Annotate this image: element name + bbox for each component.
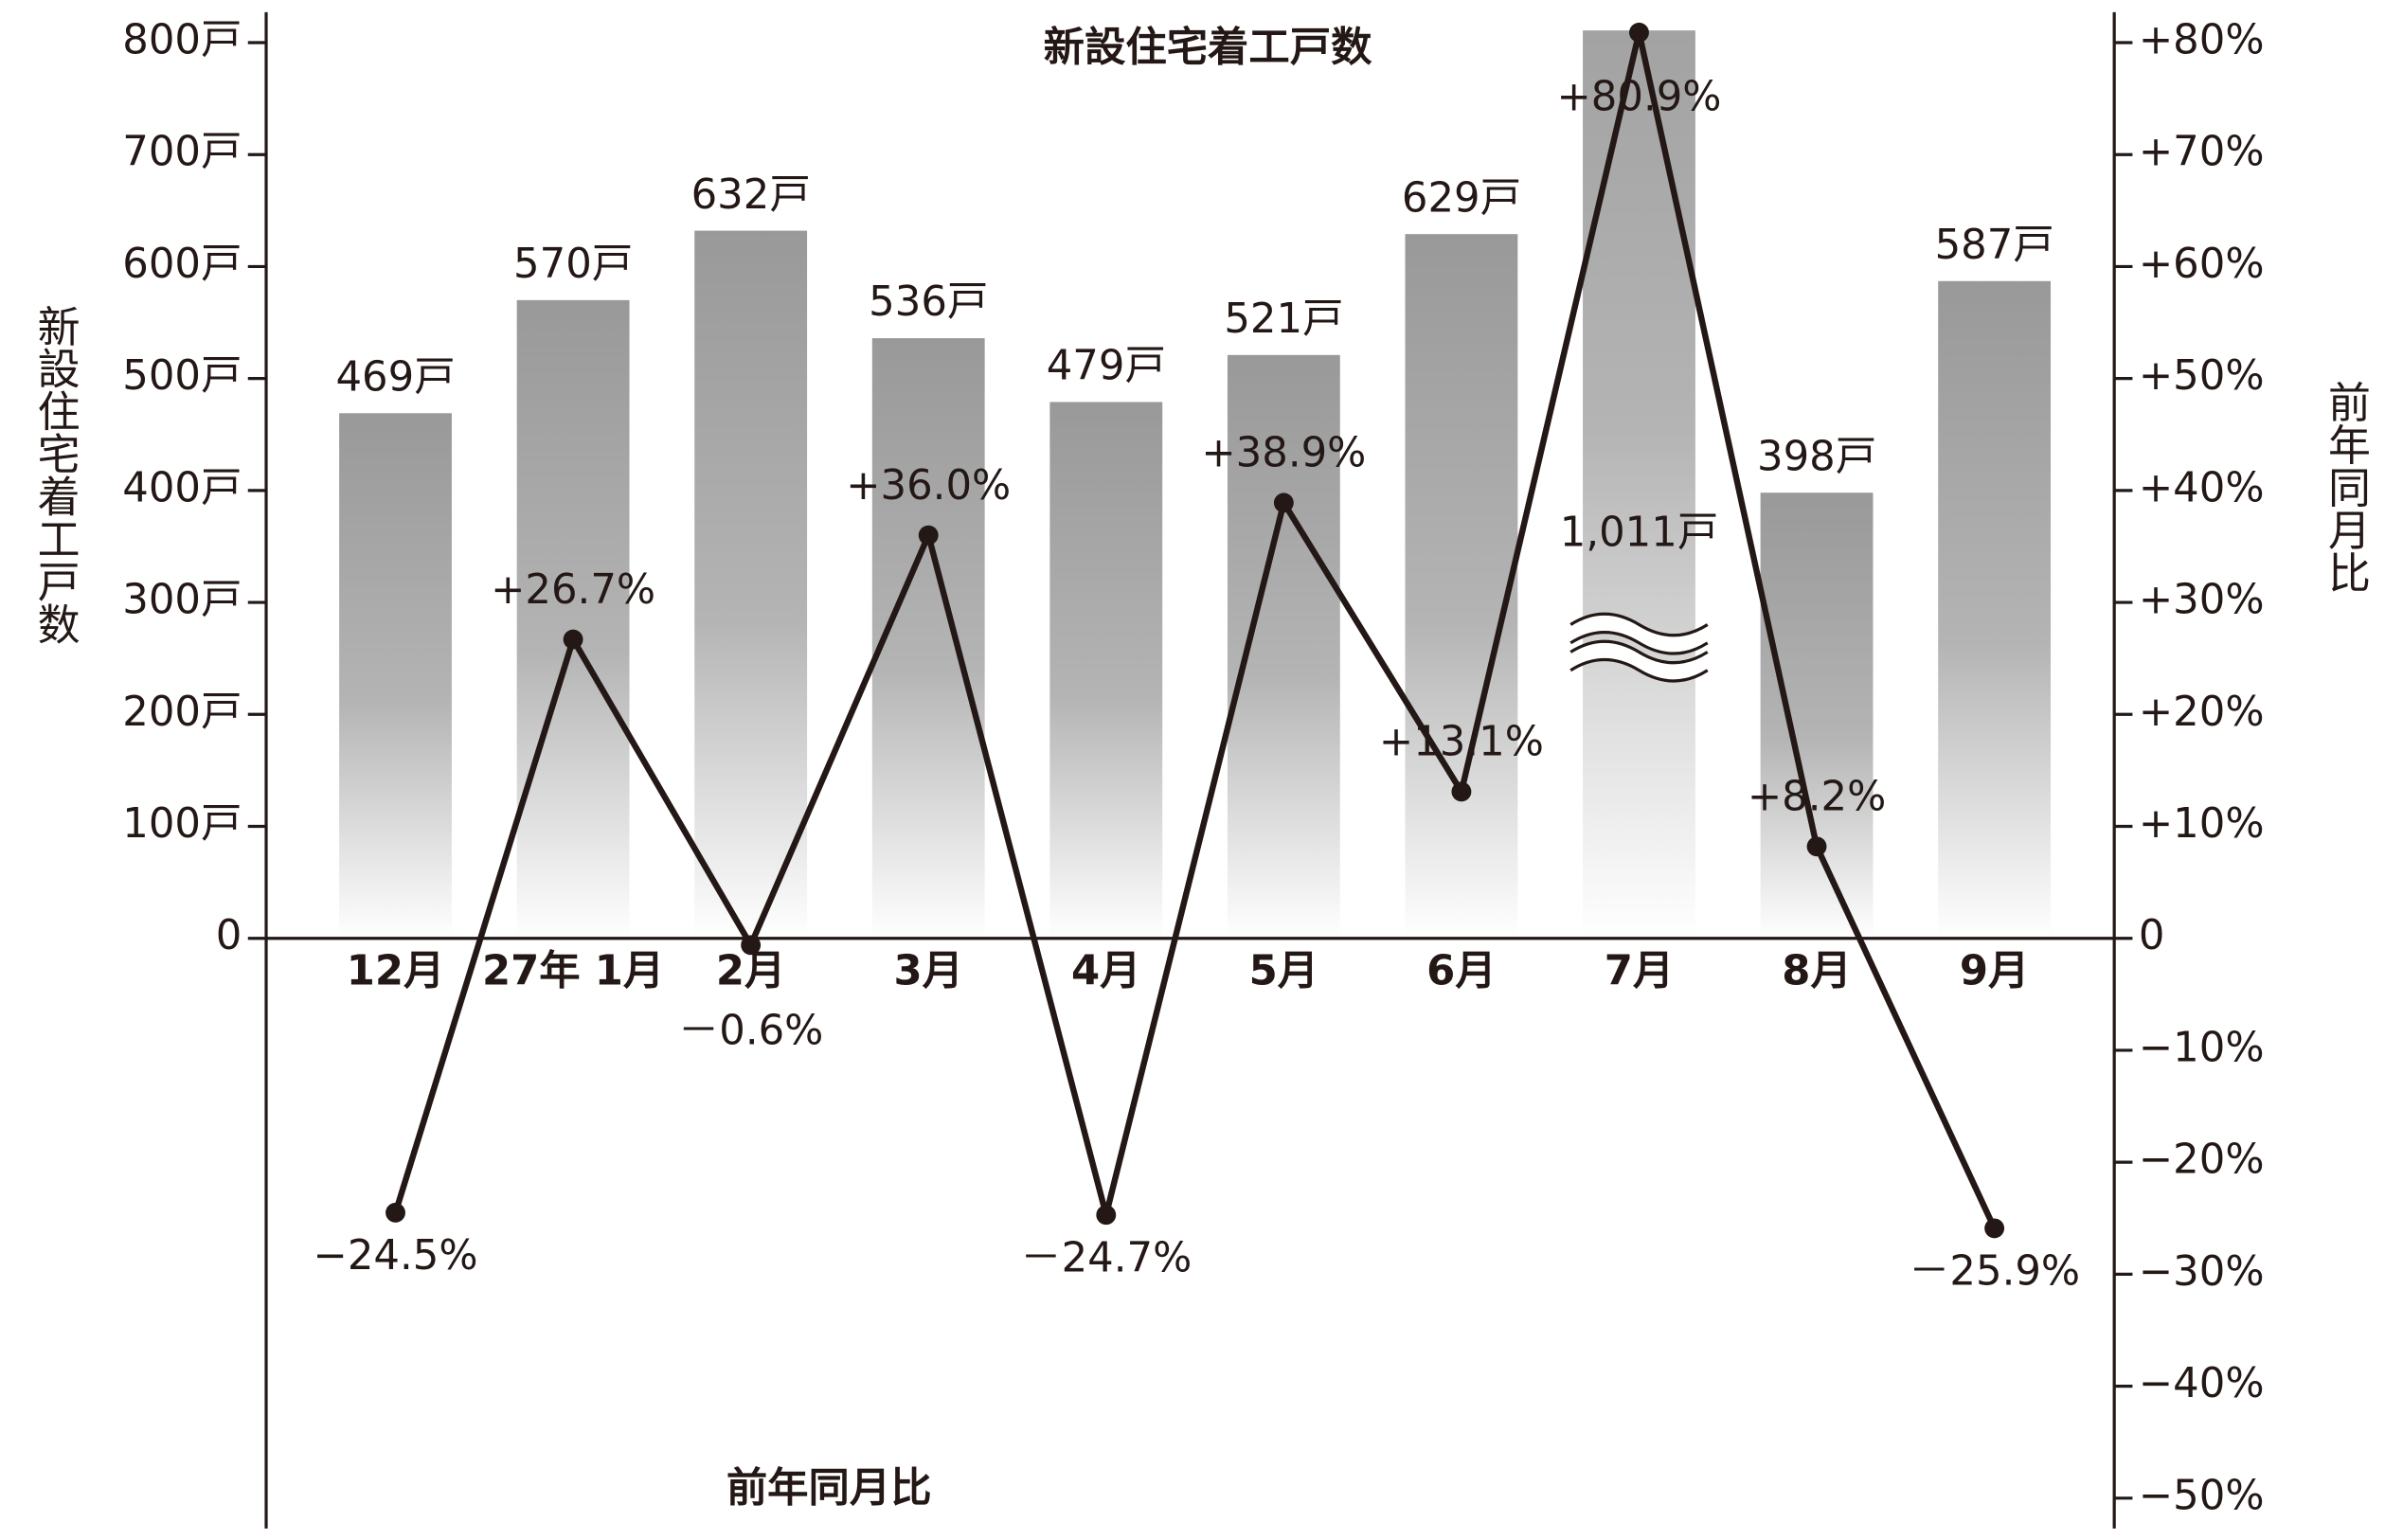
y2-tick-label: +40% [2139,464,2265,511]
axis-label: 新設住宅着工戸数 [30,304,81,645]
axis-label: 前年同月比 [2321,380,2371,593]
line-point [918,525,939,546]
y2-tick-label: −30% [2139,1248,2265,1296]
bar [871,338,985,939]
y2-tick-label: +70% [2139,129,2265,176]
y-tick-label: 500戸 [122,352,242,400]
y-tick-label: 0 [216,912,242,959]
axis-label-group: 前年同月比 [2321,380,2371,593]
axis-break [1566,642,1713,680]
y2-tick-label: −50% [2139,1472,2265,1519]
chart-title: 新設住宅着工戸数 [1044,25,1372,72]
bar-value-label: 632戸 [691,171,811,219]
bar [1583,30,1695,939]
y2-tick-label: −10% [2139,1024,2265,1071]
bars [339,30,2052,939]
bar [1049,402,1163,939]
line-point [563,629,583,650]
bar [1760,492,1874,939]
bar [339,413,452,939]
y-tick-label: 300戸 [122,577,242,624]
bar [1405,234,1518,939]
axis-break-line [1569,639,1709,683]
bar-value-label: 398戸 [1757,433,1876,480]
line-point [1984,1218,2005,1239]
bar [694,230,808,939]
line-point [1806,836,1827,857]
line-value-label: +8.2% [1748,774,1886,821]
line-point [386,1202,405,1223]
line [392,31,1998,1230]
x-tick-label: 4月 [1071,947,1141,994]
line-point [1629,22,1649,43]
line-value-label: －0.6% [678,1007,823,1054]
y2-tick-label: +60% [2139,241,2265,288]
line-point [1096,1205,1117,1226]
y-tick-label: 100戸 [122,800,242,848]
y-tick-label: 400戸 [122,464,242,511]
bar-value-label: 587戸 [1935,222,2054,269]
line-point [1273,492,1294,513]
line-point [1451,781,1472,802]
x-tick-label: 27年 1月 [482,947,664,994]
x-tick-label: 3月 [893,947,963,994]
line-value-label: −24.5% [314,1232,478,1280]
x-axis-label: 前年同月比 [726,1464,932,1512]
bar [1938,280,2052,939]
bar [516,299,630,939]
y-tick-label: 600戸 [122,241,242,288]
line-value-label: +13.1% [1379,719,1544,766]
y-tick-label: 700戸 [122,129,242,176]
bar-value-label: 629戸 [1402,174,1521,222]
y2-tick-label: −20% [2139,1137,2265,1184]
line-value-label: +36.0% [846,462,1011,510]
x-tick-label: 12月 [347,947,445,994]
bar-value-label: 469戸 [335,353,455,401]
axis-break [1566,616,1713,653]
y-tick-label: 200戸 [122,689,242,736]
y2-tick-label: −40% [2139,1360,2265,1407]
axis-break-line [1569,612,1709,655]
bar-value-label: 479戸 [1047,343,1166,390]
line-value-label: －25.9% [1909,1248,2080,1296]
y-tick-label: 800戸 [122,16,242,63]
line-value-label: +26.7% [491,566,655,614]
x-tick-label: 8月 [1782,947,1852,994]
x-tick-label: 6月 [1426,947,1497,994]
x-tick-label: 5月 [1249,947,1319,994]
axis-label-group: 新設住宅着工戸数 [30,304,81,645]
bar-value-label: 521戸 [1224,295,1343,343]
y2-tick-label: +20% [2139,689,2265,736]
x-tick-label: 2月 [716,947,786,994]
line-value-label: +38.9% [1201,430,1366,477]
x-tick-label: 9月 [1960,947,2030,994]
y2-tick-label: +80% [2139,16,2265,63]
y2-tick-label: +10% [2139,800,2265,848]
line-value-label: +80.9% [1556,74,1721,121]
bar-value-label: 536戸 [869,278,988,326]
y2-tick-label: +50% [2139,352,2265,400]
y2-tick-label: +30% [2139,577,2265,624]
x-tick-label: 7月 [1605,947,1675,994]
line-value-label: －24.7% [1020,1234,1192,1281]
y2-tick-label: 0 [2139,912,2165,959]
line-point [741,935,762,956]
bar-value-label: 570戸 [513,241,633,288]
bar-value-label: 1,011戸 [1560,509,1718,556]
